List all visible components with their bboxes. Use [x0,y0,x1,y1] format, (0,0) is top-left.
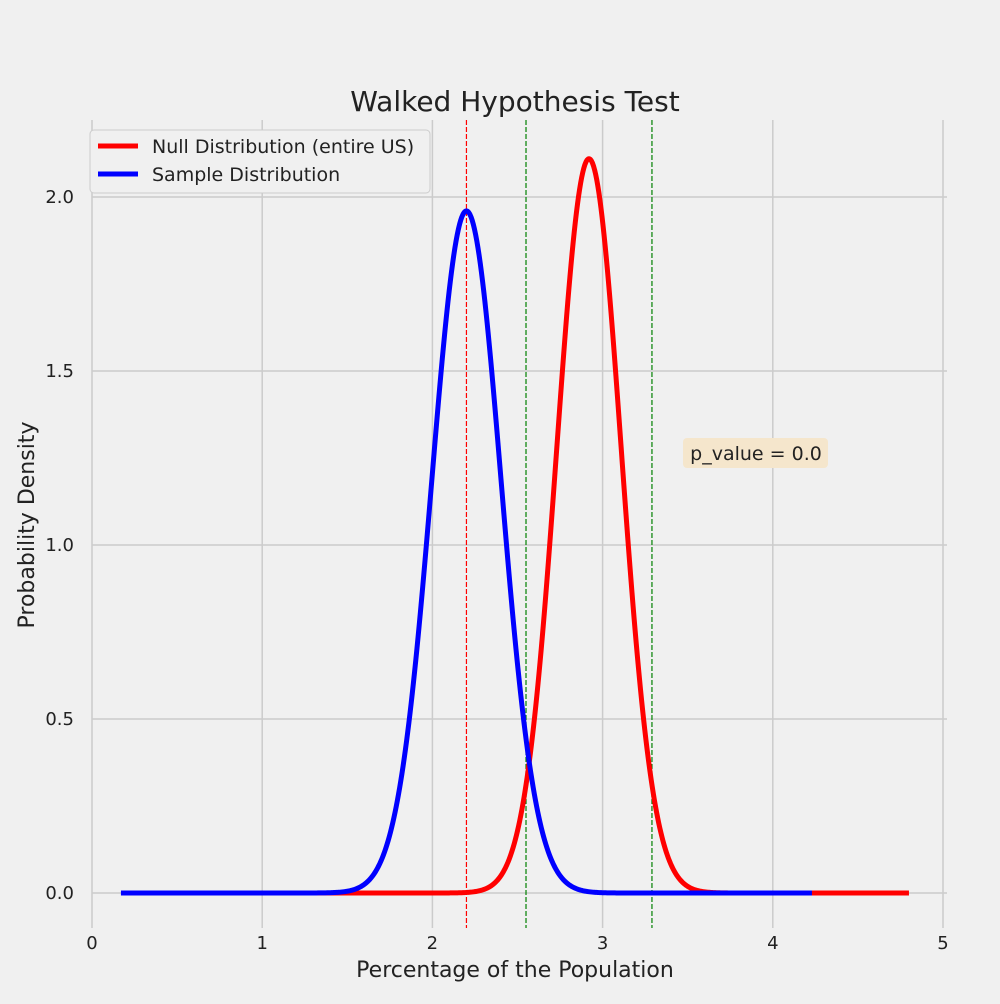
x-axis-label: Percentage of the Population [356,958,674,983]
legend-label-null: Null Distribution (entire US) [152,136,414,158]
y-axis-label: Probability Density [15,422,40,629]
y-tick-label: 1.0 [45,535,74,556]
y-tick-label: 1.5 [45,361,74,382]
p-value-annotation-text: p_value = 0.0 [690,443,822,465]
x-tick-label: 5 [937,933,948,954]
y-tick-label: 0.5 [45,709,74,730]
y-tick-label: 2.0 [45,187,74,208]
tick-labels: 0 1 2 3 4 5 0.0 0.5 1.0 1.5 2.0 [45,187,948,954]
x-tick-label: 0 [86,933,97,954]
legend: Null Distribution (entire US) Sample Dis… [89,129,431,194]
x-tick-label: 3 [597,933,608,954]
grid [91,120,947,928]
p-value-annotation-box [683,438,828,468]
series [119,156,911,896]
y-tick-label: 0.0 [45,883,74,904]
x-tick-label: 4 [767,933,778,954]
chart-title: Walked Hypothesis Test [350,85,679,118]
x-tick-label: 2 [427,933,438,954]
legend-frame [89,129,431,194]
x-tick-label: 1 [256,933,267,954]
p-value-annotation: p_value = 0.0 [683,438,828,468]
legend-label-sample: Sample Distribution [152,164,340,186]
sample-distribution-line [119,208,814,896]
